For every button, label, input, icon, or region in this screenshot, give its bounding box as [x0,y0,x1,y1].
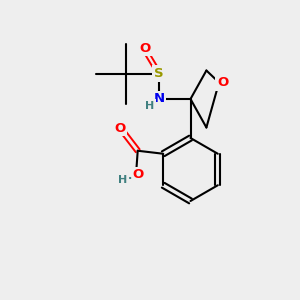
Text: H: H [118,175,127,185]
Text: ·: · [128,174,132,184]
Text: O: O [132,168,143,181]
Text: O: O [140,41,151,55]
Text: O: O [114,122,125,135]
Text: N: N [153,92,165,106]
Text: H: H [145,100,154,111]
Text: S: S [154,67,164,80]
Text: O: O [217,76,228,89]
